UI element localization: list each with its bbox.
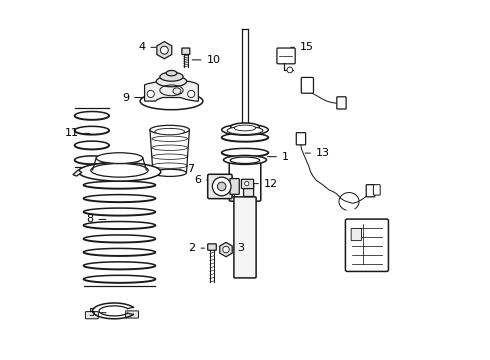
Text: 5: 5 — [88, 308, 95, 318]
Ellipse shape — [227, 127, 263, 134]
Polygon shape — [145, 81, 198, 101]
Text: 13: 13 — [316, 148, 330, 158]
FancyBboxPatch shape — [373, 185, 380, 195]
Ellipse shape — [140, 93, 203, 110]
Ellipse shape — [221, 125, 269, 135]
Ellipse shape — [78, 162, 161, 181]
FancyBboxPatch shape — [85, 312, 98, 319]
Ellipse shape — [230, 157, 260, 163]
FancyBboxPatch shape — [277, 48, 295, 64]
Ellipse shape — [231, 123, 259, 131]
Circle shape — [147, 90, 154, 98]
FancyBboxPatch shape — [244, 184, 254, 197]
Circle shape — [188, 90, 195, 98]
Text: 14: 14 — [370, 239, 384, 249]
FancyBboxPatch shape — [224, 184, 235, 197]
Ellipse shape — [150, 125, 190, 134]
Circle shape — [160, 46, 168, 54]
Circle shape — [245, 181, 249, 186]
FancyBboxPatch shape — [230, 179, 239, 194]
Text: 11: 11 — [65, 129, 79, 138]
FancyBboxPatch shape — [208, 174, 232, 199]
FancyBboxPatch shape — [296, 133, 306, 145]
Ellipse shape — [91, 163, 148, 177]
FancyBboxPatch shape — [229, 157, 261, 201]
FancyBboxPatch shape — [301, 77, 314, 93]
Text: 7: 7 — [187, 164, 194, 174]
FancyBboxPatch shape — [337, 97, 346, 109]
Circle shape — [218, 182, 226, 191]
FancyBboxPatch shape — [366, 185, 375, 197]
Polygon shape — [73, 170, 82, 176]
FancyBboxPatch shape — [208, 244, 216, 250]
Text: 10: 10 — [207, 55, 220, 65]
Circle shape — [212, 177, 231, 196]
Text: 12: 12 — [264, 179, 278, 189]
Ellipse shape — [234, 125, 256, 131]
FancyBboxPatch shape — [351, 228, 362, 240]
FancyBboxPatch shape — [182, 48, 190, 54]
Polygon shape — [220, 242, 232, 257]
Ellipse shape — [160, 72, 183, 81]
Text: 3: 3 — [237, 243, 244, 253]
Ellipse shape — [153, 169, 187, 176]
Circle shape — [287, 67, 293, 73]
FancyBboxPatch shape — [125, 311, 139, 318]
Text: 15: 15 — [300, 42, 314, 52]
Ellipse shape — [223, 156, 267, 165]
Circle shape — [223, 246, 229, 253]
FancyBboxPatch shape — [242, 179, 254, 189]
Ellipse shape — [96, 153, 143, 163]
FancyBboxPatch shape — [345, 219, 389, 271]
Text: 6: 6 — [194, 175, 201, 185]
Text: 2: 2 — [188, 243, 196, 253]
Text: 9: 9 — [122, 93, 129, 103]
Ellipse shape — [166, 71, 177, 76]
Text: 1: 1 — [282, 152, 289, 162]
FancyBboxPatch shape — [234, 197, 256, 278]
Ellipse shape — [155, 129, 184, 135]
Ellipse shape — [173, 88, 181, 94]
Polygon shape — [157, 41, 172, 59]
Text: 4: 4 — [138, 42, 146, 52]
Text: 8: 8 — [86, 215, 93, 224]
Ellipse shape — [156, 76, 187, 87]
